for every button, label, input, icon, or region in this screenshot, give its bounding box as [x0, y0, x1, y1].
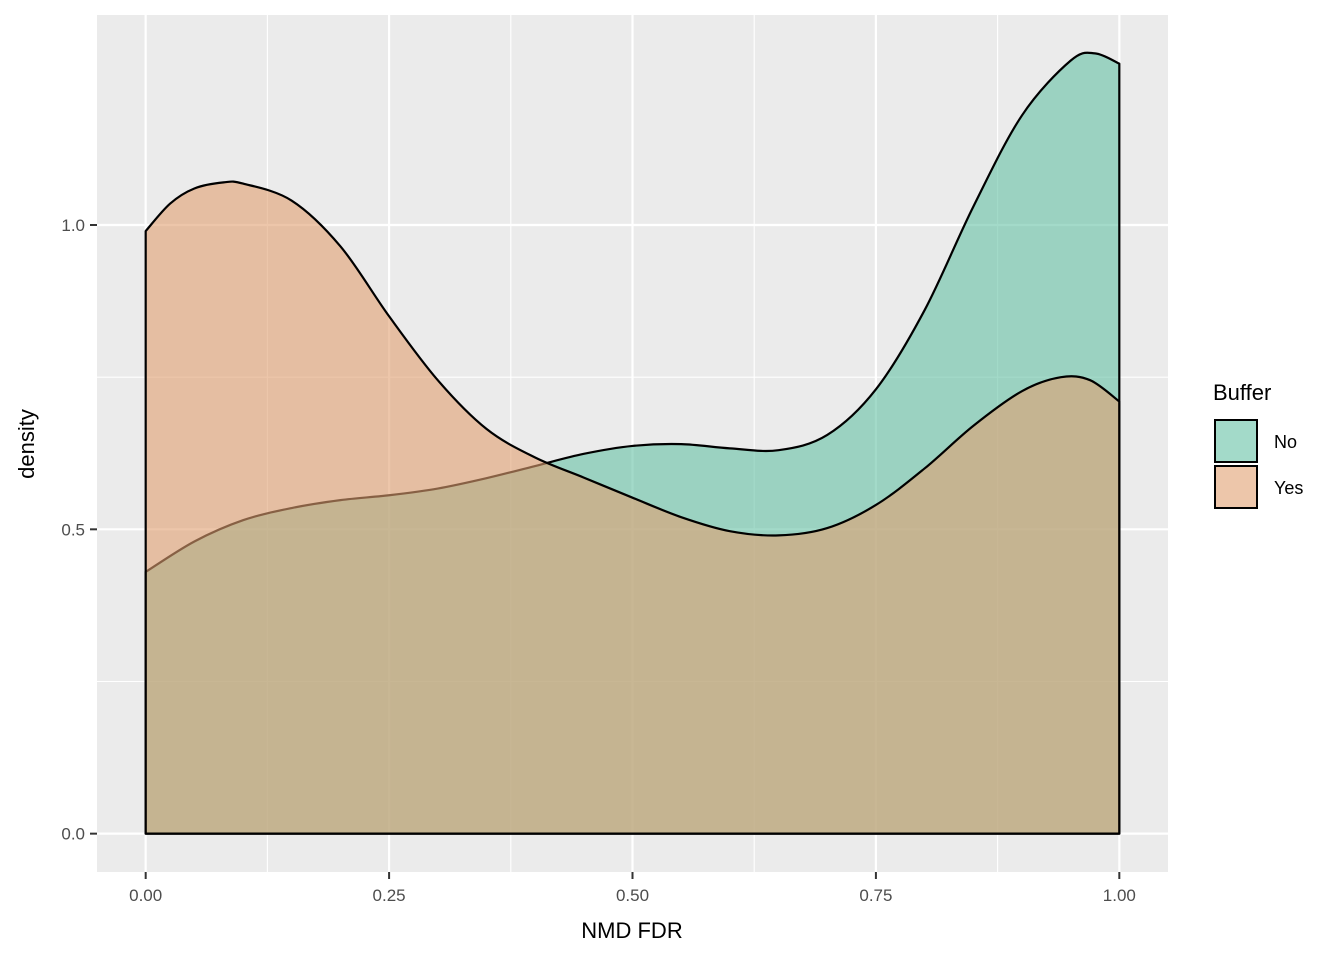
legend-label-yes: Yes: [1274, 478, 1303, 498]
y-tick-label: 0.0: [61, 825, 85, 844]
y-axis-title: density: [14, 409, 39, 479]
x-tick-label: 0.75: [859, 886, 892, 905]
x-tick-label: 0.00: [129, 886, 162, 905]
x-tick-label: 0.50: [616, 886, 649, 905]
legend-key-no: [1214, 419, 1258, 463]
density-series: [144, 51, 1121, 835]
legend-label-no: No: [1274, 432, 1297, 452]
y-tick-label: 0.5: [61, 520, 85, 539]
legend-title: Buffer: [1213, 380, 1271, 405]
y-axis: 0.0 0.5 1.0: [61, 216, 97, 844]
legend-key-yes: [1214, 465, 1258, 509]
x-axis: 0.00 0.25 0.50 0.75 1.00: [129, 872, 1136, 905]
legend: Buffer No Yes: [1213, 380, 1303, 509]
density-area-yes: [144, 180, 1121, 835]
x-tick-label: 1.00: [1103, 886, 1136, 905]
y-tick-label: 1.0: [61, 216, 85, 235]
x-tick-label: 0.25: [373, 886, 406, 905]
x-axis-title: NMD FDR: [581, 918, 682, 943]
